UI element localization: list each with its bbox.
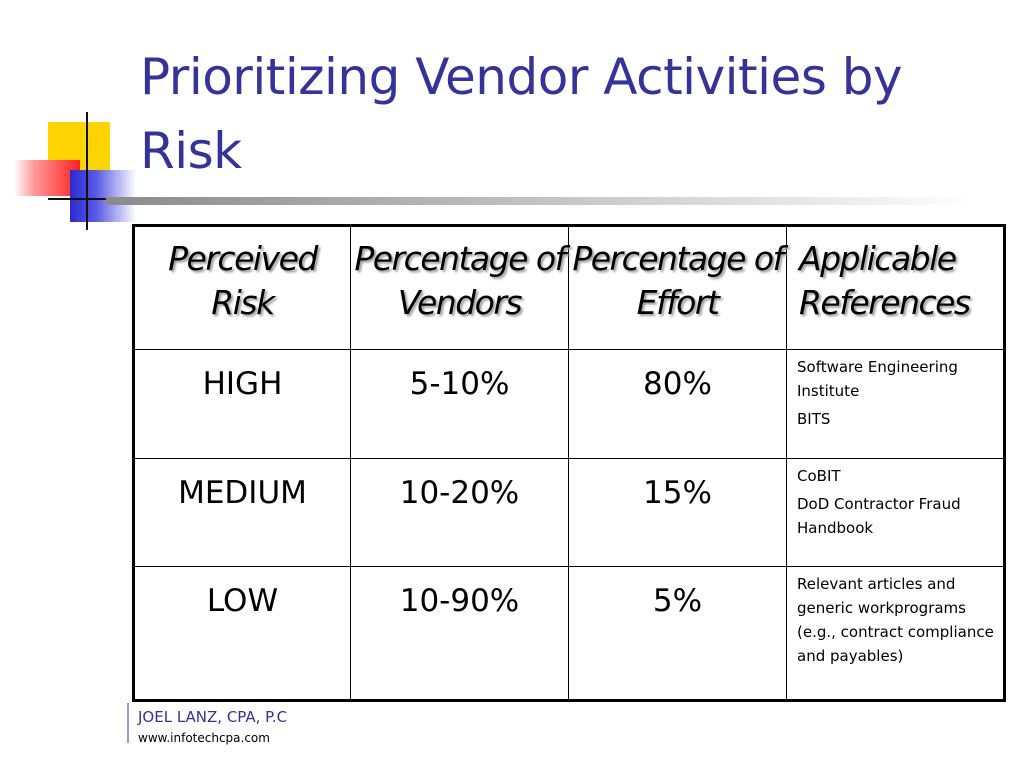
footer-author: JOEL LANZ, CPA, P.C: [138, 708, 288, 726]
effort-percentage-cell: 80%: [568, 349, 787, 459]
decor-horizontal-line: [48, 198, 140, 200]
footer-divider: [127, 703, 129, 743]
header-perceived-risk: Perceived Risk: [133, 225, 351, 350]
decor-vertical-line: [86, 112, 88, 230]
header-percentage-vendors: Percentage of Vendors: [350, 225, 569, 350]
risk-level-cell: LOW: [133, 566, 351, 701]
reference-item: Relevant articles and generic workprogra…: [797, 575, 994, 666]
header-percentage-effort: Percentage of Effort: [568, 225, 787, 350]
table-row: MEDIUM 10-20% 15% CoBIT DoD Contractor F…: [133, 457, 1005, 568]
effort-percentage-cell: 5%: [568, 566, 787, 701]
vendors-percentage-cell: 10-90%: [350, 566, 569, 701]
footer-website: www.infotechcpa.com: [138, 731, 270, 745]
risk-level-cell: MEDIUM: [133, 457, 351, 568]
effort-percentage-cell: 15%: [568, 457, 787, 568]
table-row: HIGH 5-10% 80% Software Engineering Inst…: [133, 349, 1005, 459]
vendors-percentage-cell: 10-20%: [350, 457, 569, 568]
table-row: LOW 10-90% 5% Relevant articles and gene…: [133, 566, 1005, 701]
reference-item: Software Engineering Institute: [797, 358, 958, 400]
reference-item: BITS: [797, 410, 831, 428]
references-cell: Software Engineering Institute BITS: [786, 349, 1005, 459]
table-header-row: Perceived Risk Percentage of Vendors Per…: [133, 225, 1005, 350]
slide-title: Prioritizing Vendor Activities by Risk: [140, 48, 903, 180]
references-cell: Relevant articles and generic workprogra…: [786, 566, 1005, 701]
decor-blue-square: [70, 170, 136, 222]
header-applicable-references: Applicable References: [786, 225, 1005, 350]
vendors-percentage-cell: 5-10%: [350, 349, 569, 459]
risk-level-cell: HIGH: [133, 349, 351, 459]
decor-red-square: [14, 160, 80, 196]
risk-table: Perceived Risk Percentage of Vendors Per…: [132, 224, 1006, 702]
reference-item: DoD Contractor Fraud Handbook: [797, 494, 961, 537]
title-underline: [106, 197, 976, 205]
reference-item: CoBIT: [797, 466, 841, 485]
references-cell: CoBIT DoD Contractor Fraud Handbook: [786, 457, 1005, 568]
